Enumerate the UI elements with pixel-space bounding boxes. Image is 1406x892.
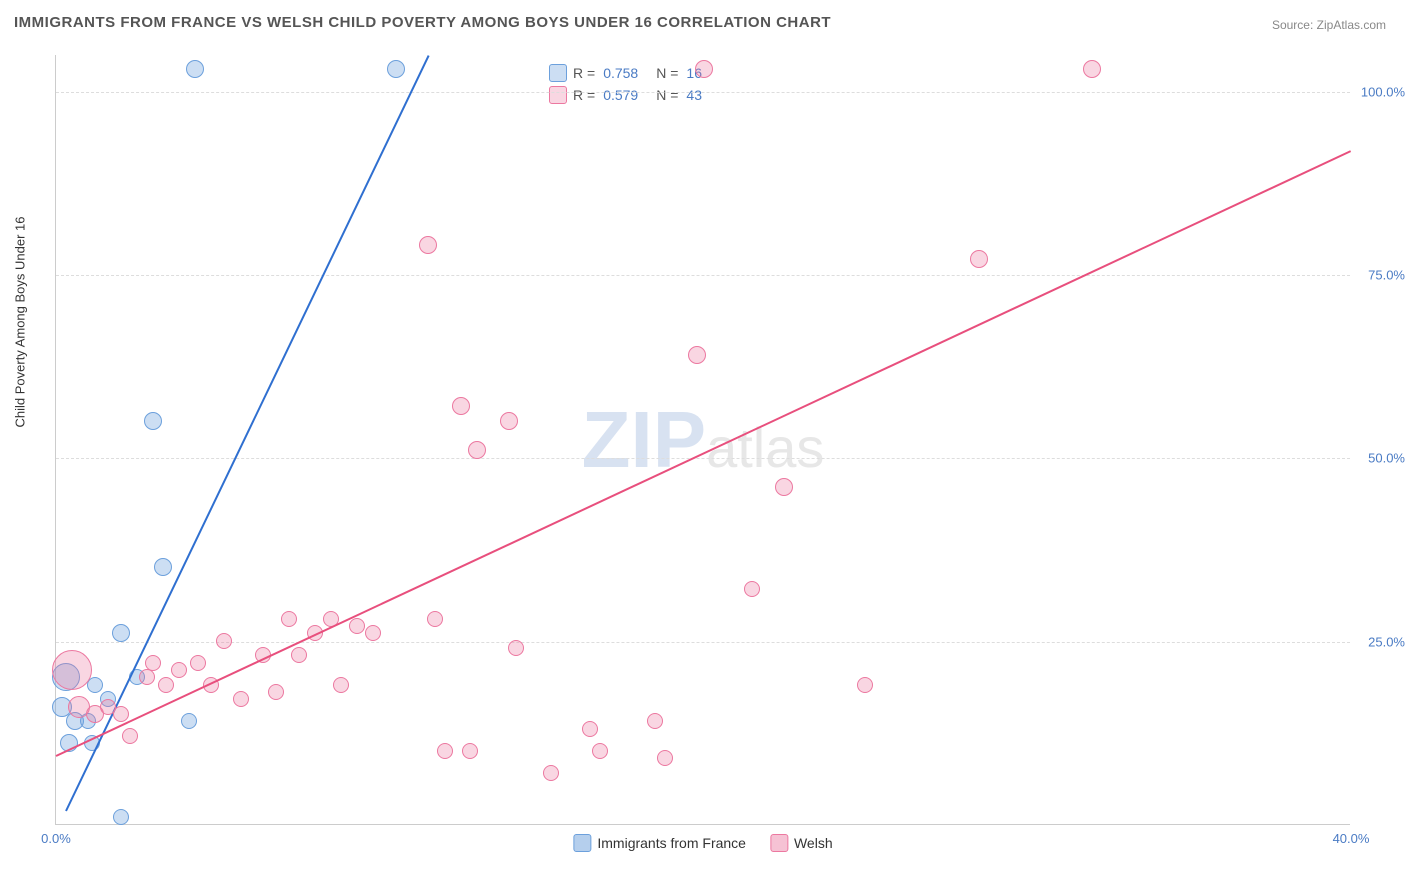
data-point — [52, 650, 92, 690]
data-point — [647, 713, 663, 729]
legend-row: R = 0.579 N = 43 — [549, 84, 702, 106]
correlation-legend: R =0.758N =16R =0.579N =43 — [541, 58, 710, 110]
legend-r-label: R = — [573, 65, 595, 81]
legend-label: Immigrants from France — [597, 835, 746, 851]
y-tick-label: 25.0% — [1355, 634, 1405, 649]
legend-swatch — [573, 834, 591, 852]
data-point — [543, 765, 559, 781]
data-point — [582, 721, 598, 737]
data-point — [113, 706, 129, 722]
data-point — [500, 412, 518, 430]
data-point — [452, 397, 470, 415]
data-point — [171, 662, 187, 678]
data-point — [291, 647, 307, 663]
legend-r-value: 0.579 — [603, 87, 638, 103]
data-point — [190, 655, 206, 671]
data-point — [462, 743, 478, 759]
legend-n-value: 43 — [686, 87, 702, 103]
data-point — [281, 611, 297, 627]
data-point — [508, 640, 524, 656]
data-point — [186, 60, 204, 78]
legend-n-label: N = — [656, 65, 678, 81]
data-point — [1083, 60, 1101, 78]
x-tick-label: 0.0% — [41, 831, 71, 846]
data-point — [857, 677, 873, 693]
data-point — [145, 655, 161, 671]
data-point — [122, 728, 138, 744]
legend-r-label: R = — [573, 87, 595, 103]
trend-line — [56, 150, 1352, 757]
legend-swatch — [770, 834, 788, 852]
data-point — [181, 713, 197, 729]
legend-item: Immigrants from France — [573, 834, 746, 852]
y-axis-label: Child Poverty Among Boys Under 16 — [13, 217, 28, 428]
data-point — [144, 412, 162, 430]
data-point — [216, 633, 232, 649]
gridline — [56, 458, 1350, 459]
data-point — [775, 478, 793, 496]
data-point — [688, 346, 706, 364]
watermark: ZIPatlas — [582, 394, 825, 486]
y-tick-label: 100.0% — [1355, 84, 1405, 99]
data-point — [113, 809, 129, 825]
data-point — [468, 441, 486, 459]
data-point — [419, 236, 437, 254]
legend-swatch — [549, 64, 567, 82]
legend-swatch — [549, 86, 567, 104]
data-point — [657, 750, 673, 766]
legend-r-value: 0.758 — [603, 65, 638, 81]
legend-n-label: N = — [656, 87, 678, 103]
legend-item: Welsh — [770, 834, 833, 852]
data-point — [154, 558, 172, 576]
data-point — [437, 743, 453, 759]
gridline — [56, 92, 1350, 93]
data-point — [970, 250, 988, 268]
data-point — [427, 611, 443, 627]
data-point — [349, 618, 365, 634]
data-point — [268, 684, 284, 700]
data-point — [233, 691, 249, 707]
data-point — [112, 624, 130, 642]
chart-title: IMMIGRANTS FROM FRANCE VS WELSH CHILD PO… — [14, 14, 831, 31]
legend-row: R =0.758N =16 — [549, 62, 702, 84]
data-point — [592, 743, 608, 759]
source-attribution: Source: ZipAtlas.com — [1272, 18, 1386, 32]
y-tick-label: 50.0% — [1355, 451, 1405, 466]
series-legend: Immigrants from France Welsh — [573, 834, 832, 852]
legend-label: Welsh — [794, 835, 833, 851]
data-point — [744, 581, 760, 597]
correlation-chart: IMMIGRANTS FROM FRANCE VS WELSH CHILD PO… — [0, 0, 1406, 892]
y-tick-label: 75.0% — [1355, 268, 1405, 283]
data-point — [333, 677, 349, 693]
data-point — [365, 625, 381, 641]
plot-area: ZIPatlas R =0.758N =16R =0.579N =43 Immi… — [55, 55, 1350, 825]
gridline — [56, 275, 1350, 276]
data-point — [158, 677, 174, 693]
x-tick-label: 40.0% — [1333, 831, 1370, 846]
data-point — [387, 60, 405, 78]
data-point — [139, 669, 155, 685]
data-point — [695, 60, 713, 78]
gridline — [56, 642, 1350, 643]
